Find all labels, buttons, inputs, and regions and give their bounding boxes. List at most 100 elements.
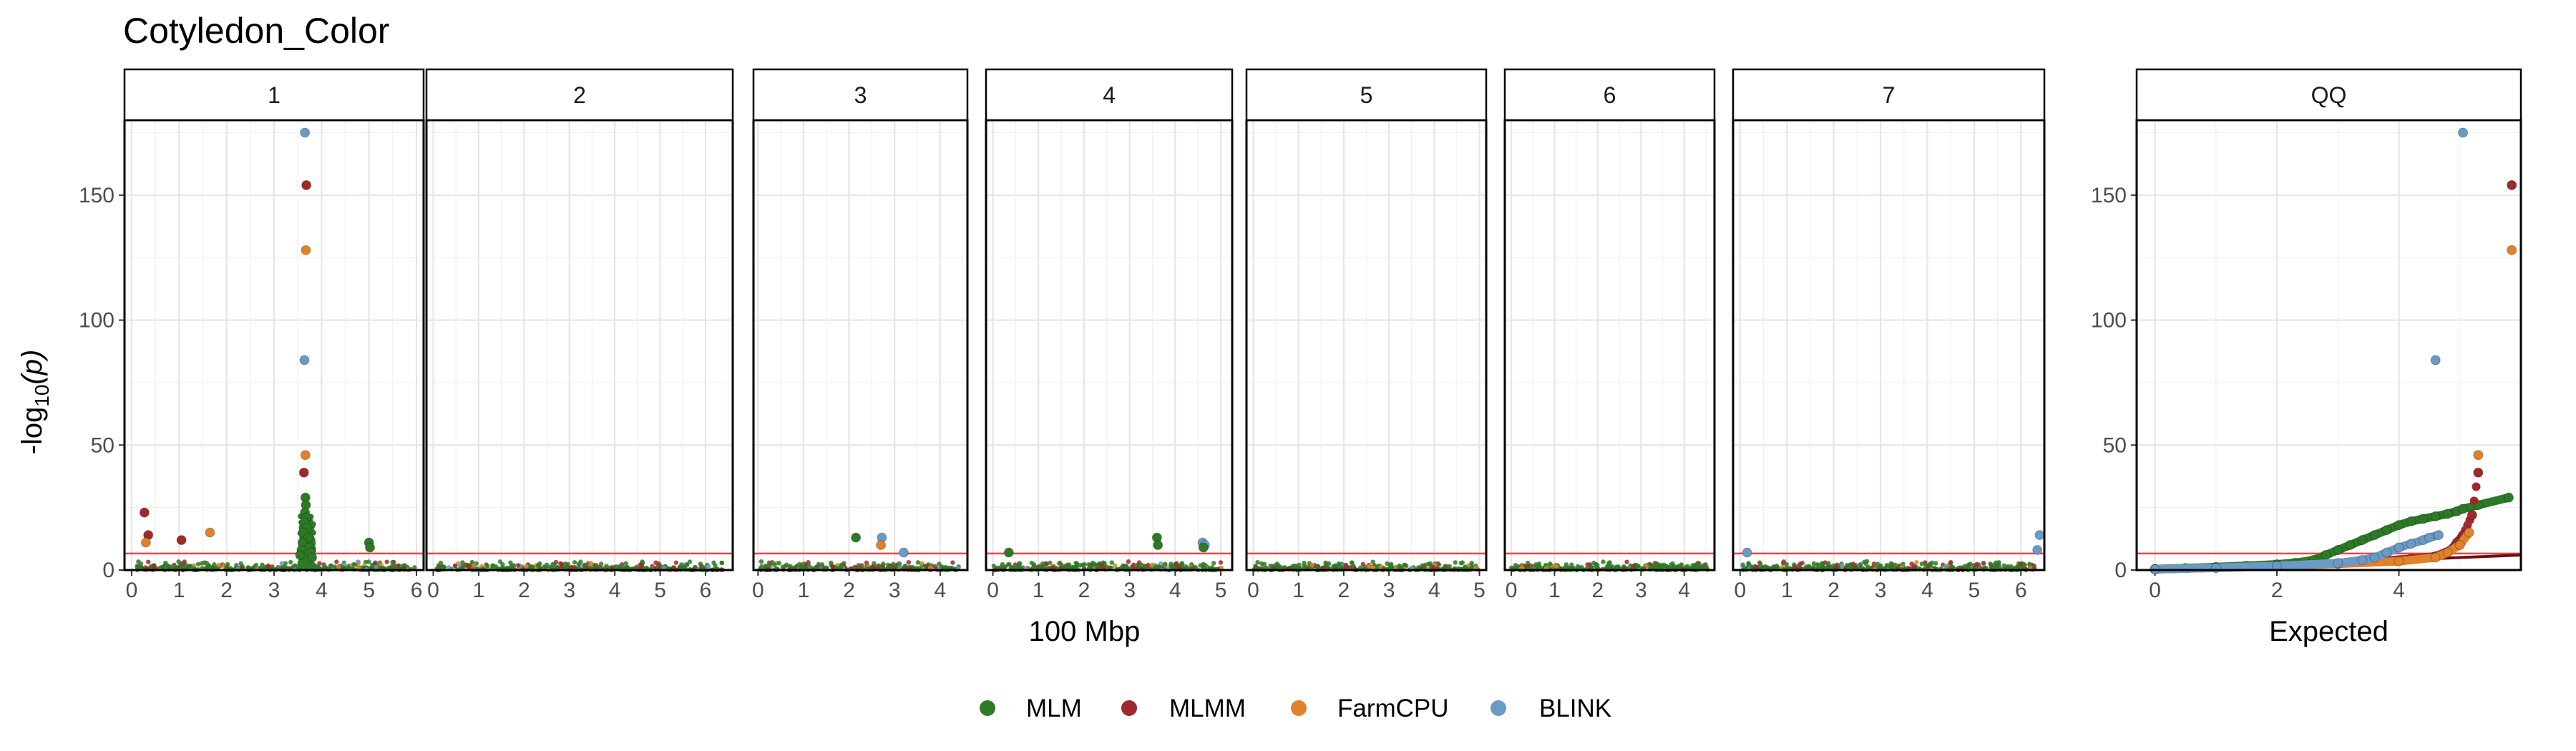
snp-point-background bbox=[246, 565, 251, 571]
snp-point-background bbox=[1996, 560, 2001, 565]
manhattan-panel-7: 0 1 2 3 4 5 6 7 bbox=[1732, 68, 2046, 602]
snp-point-background bbox=[159, 564, 165, 570]
snp-point-background bbox=[390, 559, 395, 565]
snp-point-background bbox=[1591, 560, 1596, 566]
snp-point-background bbox=[373, 560, 378, 565]
snp-point-background bbox=[1858, 562, 1863, 567]
snp-point-background bbox=[187, 565, 192, 570]
x-tick-label: 0 bbox=[1734, 579, 1746, 602]
snp-point-background bbox=[202, 560, 208, 565]
manhattan-panel-3: 0 1 2 3 4 3 bbox=[752, 68, 969, 602]
x-tick-label: 6 bbox=[411, 579, 423, 602]
snp-point-background bbox=[1988, 561, 1993, 566]
snp-point-background bbox=[447, 565, 452, 570]
qq-point-mlm bbox=[2503, 492, 2514, 503]
qq-point-blink bbox=[2433, 530, 2444, 541]
snp-point-background bbox=[1755, 564, 1760, 570]
snp-point-background bbox=[1078, 563, 1083, 568]
snp-point-background bbox=[1911, 563, 1917, 569]
snp-point-background bbox=[366, 559, 371, 564]
snp-point-background bbox=[1336, 561, 1342, 566]
snp-point-background bbox=[806, 562, 811, 568]
legend-marker bbox=[1291, 700, 1307, 716]
panel-background bbox=[2137, 120, 2521, 570]
snp-point-background bbox=[687, 559, 693, 564]
snp-point-background bbox=[1158, 561, 1163, 566]
snp-point-background bbox=[1031, 564, 1037, 569]
snp-point-background bbox=[1211, 561, 1216, 566]
qq-point-farmcpu bbox=[2473, 450, 2484, 461]
legend-marker bbox=[980, 700, 995, 716]
snp-point-mlmm bbox=[139, 507, 150, 518]
snp-point-background bbox=[537, 561, 542, 566]
snp-point-background bbox=[897, 561, 902, 566]
facet-strip bbox=[1732, 68, 2046, 122]
snp-point-background bbox=[1385, 561, 1390, 566]
x-tick-label: 0 bbox=[987, 579, 999, 602]
snp-point-background bbox=[1445, 564, 1450, 569]
snp-point-background bbox=[1255, 559, 1260, 565]
snp-point-background bbox=[1811, 561, 1817, 566]
qq-point-blink bbox=[2394, 542, 2404, 553]
snp-point-background bbox=[578, 559, 583, 564]
snp-point-background bbox=[182, 559, 187, 564]
snp-point-background bbox=[165, 563, 170, 568]
snp-point-background bbox=[639, 564, 645, 569]
snp-point-background bbox=[356, 564, 361, 569]
snp-point-background bbox=[1606, 561, 1611, 566]
qq-point-mlm bbox=[2406, 516, 2416, 526]
x-tick-label: 1 bbox=[798, 579, 810, 602]
snp-point-background bbox=[1370, 565, 1376, 570]
snp-point-background bbox=[604, 564, 609, 569]
x-tick-label: 6 bbox=[2015, 579, 2027, 602]
y-axis-label-suffix: (p) bbox=[16, 350, 48, 385]
x-tick-label: 2 bbox=[220, 579, 233, 602]
snp-point-background bbox=[1533, 562, 1538, 567]
snp-point-background bbox=[1871, 561, 1877, 566]
snp-point-background bbox=[1679, 562, 1684, 567]
snp-point-farmcpu bbox=[300, 450, 311, 461]
legend-marker bbox=[1121, 700, 1137, 716]
legend-label: MLMM bbox=[1169, 694, 1246, 722]
qq-point-mlmm bbox=[2507, 180, 2517, 190]
snp-point-background bbox=[471, 563, 477, 568]
y-tick-label: 150 bbox=[79, 184, 114, 207]
x-tick-label: 0 bbox=[1506, 579, 1518, 602]
x-tick-label: 3 bbox=[268, 579, 280, 602]
snp-point-background bbox=[698, 561, 703, 566]
snp-point-background bbox=[1749, 565, 1755, 570]
snp-point-background bbox=[784, 562, 789, 567]
snp-point-background bbox=[179, 563, 184, 569]
snp-point-background bbox=[713, 563, 718, 568]
snp-point-background bbox=[1951, 565, 1956, 570]
qq-point-mlm bbox=[2430, 511, 2441, 521]
snp-point-background bbox=[1962, 564, 1967, 569]
snp-point-background bbox=[1063, 564, 1069, 569]
snp-point-background bbox=[1981, 560, 1986, 566]
snp-point-blink bbox=[299, 355, 310, 365]
qq-series-blink bbox=[2150, 127, 2469, 574]
snp-point-background bbox=[1163, 561, 1168, 566]
legend-label: BLINK bbox=[1539, 694, 1611, 722]
snp-point-background bbox=[378, 565, 384, 570]
snp-point-background bbox=[1929, 560, 1935, 566]
x-tick-label: 2 bbox=[518, 579, 530, 602]
panel-background bbox=[986, 120, 1232, 570]
facet-label: QQ bbox=[2311, 82, 2347, 108]
legend-entry-mlm: MLM bbox=[980, 694, 1082, 722]
snp-point-background bbox=[950, 560, 955, 565]
y-axis-label-subscript: 10 bbox=[31, 385, 53, 407]
snp-point-background bbox=[1073, 564, 1078, 569]
snp-point-background bbox=[1367, 564, 1372, 569]
panel-background bbox=[426, 120, 733, 570]
legend-entry-mlmm: MLMM bbox=[1121, 694, 1246, 722]
x-tick-label: 1 bbox=[1292, 579, 1304, 602]
snp-point-mlm bbox=[365, 542, 376, 553]
snp-point-background bbox=[824, 565, 829, 571]
snp-point-mlm bbox=[307, 552, 318, 563]
legend-entry-farmcpu: FarmCPU bbox=[1291, 694, 1449, 722]
qq-point-farmcpu bbox=[2464, 527, 2474, 538]
snp-point-background bbox=[441, 564, 447, 569]
snp-point-background bbox=[1126, 559, 1131, 564]
y-tick-label: 50 bbox=[2103, 433, 2127, 457]
